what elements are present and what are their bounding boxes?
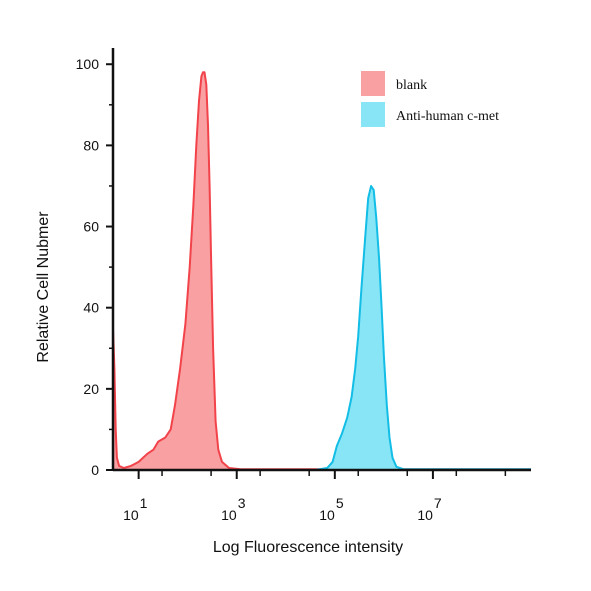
x-tick-label-1: 10 — [123, 507, 139, 523]
y-tick-label-60: 60 — [83, 219, 99, 235]
y-tick-label-80: 80 — [83, 137, 99, 153]
x-axis-title: Log Fluorescence intensity — [213, 539, 403, 556]
x-tick-exponent-3: 3 — [238, 495, 246, 511]
y-axis-title: Relative Cell Nubmer — [35, 211, 52, 363]
x-tick-exponent-5: 5 — [336, 495, 344, 511]
legend-label-blank: blank — [396, 78, 427, 93]
x-tick-label-5: 10 — [319, 507, 335, 523]
legend: blank Anti-human c-met — [361, 71, 499, 127]
y-tick-label-20: 20 — [83, 381, 99, 397]
x-tick-exponent-7: 7 — [434, 495, 442, 511]
series-area-blank — [113, 72, 531, 471]
series-line-anti-human-c-met — [113, 185, 531, 471]
series-layer — [112, 71, 531, 471]
x-tick-exponent-1: 1 — [140, 495, 148, 511]
y-tick-label-40: 40 — [83, 300, 99, 316]
axes-layer — [111, 48, 531, 472]
series-line-blank — [112, 71, 531, 471]
legend-swatch-anti-human-c-met — [361, 102, 385, 127]
x-tick-label-3: 10 — [221, 507, 237, 523]
legend-label-anti-human-c-met: Anti-human c-met — [396, 109, 499, 124]
legend-swatch-blank — [361, 71, 385, 96]
y-tick-label-0: 0 — [91, 462, 99, 478]
y-tick-label-100: 100 — [76, 56, 100, 72]
x-tick-label-7: 10 — [417, 507, 433, 523]
